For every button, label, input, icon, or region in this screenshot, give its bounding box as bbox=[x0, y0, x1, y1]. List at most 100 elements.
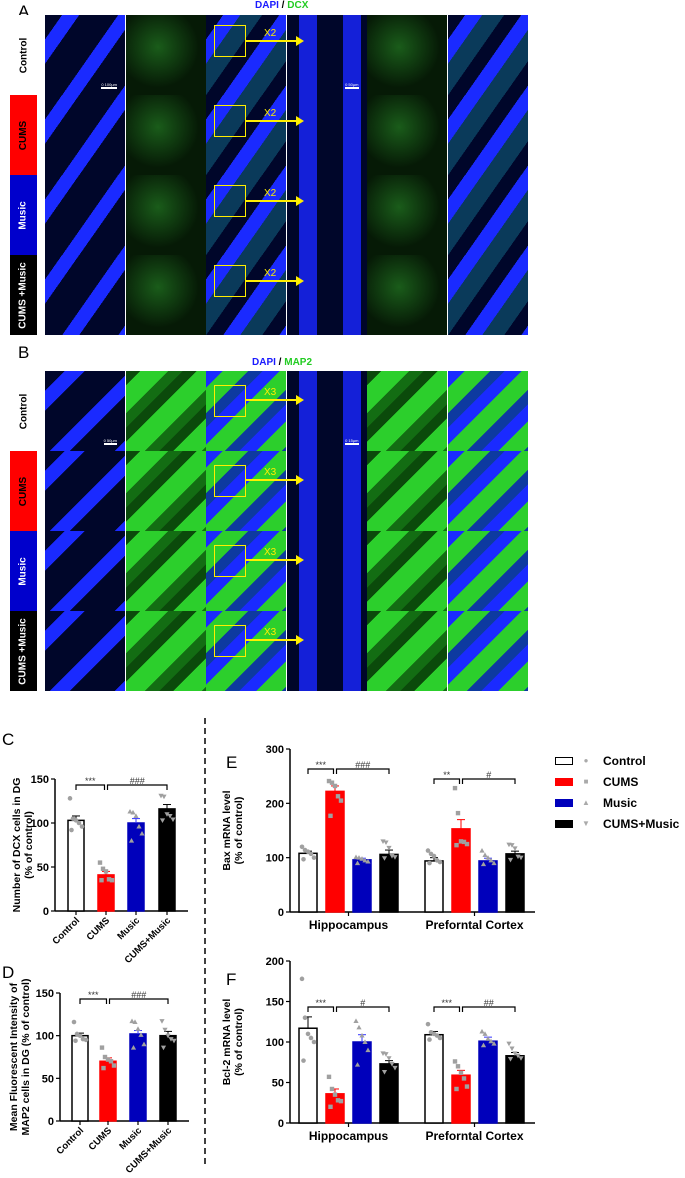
micrograph-merge-zoom-row1 bbox=[447, 95, 528, 175]
data-point bbox=[136, 823, 142, 829]
x-group-label: Preforntal Cortex bbox=[425, 1129, 523, 1143]
data-point bbox=[485, 855, 491, 860]
data-point bbox=[130, 809, 136, 815]
legend-label: Music bbox=[603, 795, 638, 810]
stain-dapi: DAPI bbox=[252, 357, 276, 368]
data-point bbox=[437, 859, 443, 865]
micrograph-stain-row0 bbox=[125, 15, 206, 95]
magnification-label: X2 bbox=[264, 268, 277, 279]
y-axis-label: Mean Fluorescent Intensity of bbox=[8, 982, 20, 1131]
micrograph-dapi-row3 bbox=[45, 611, 125, 691]
micrograph-dapi-zoom-row2 bbox=[286, 175, 367, 255]
row-label-1: CUMS bbox=[10, 95, 37, 175]
data-point bbox=[83, 1037, 89, 1043]
legend-swatch bbox=[555, 756, 573, 765]
data-point bbox=[491, 1041, 497, 1046]
significance-bracket bbox=[433, 1006, 461, 1012]
data-point bbox=[464, 841, 470, 847]
data-point bbox=[99, 878, 104, 883]
stain-sep: / bbox=[278, 0, 288, 11]
data-point bbox=[109, 878, 115, 883]
data-point bbox=[135, 1026, 141, 1031]
data-point bbox=[162, 1027, 168, 1033]
data-point bbox=[97, 860, 103, 865]
micrograph-dapi-zoom-row0: 0 50µm bbox=[286, 15, 367, 95]
data-point bbox=[365, 858, 371, 864]
data-point bbox=[452, 1059, 458, 1064]
zoom-arrow-icon bbox=[246, 555, 304, 565]
data-point bbox=[76, 820, 82, 826]
data-point bbox=[392, 1065, 398, 1071]
zoom-region-box bbox=[214, 25, 246, 57]
stain-sep: / bbox=[275, 357, 285, 368]
panel-e-preforntal-cortex-bar-cums-music bbox=[505, 853, 525, 913]
data-point bbox=[133, 813, 139, 818]
panel-c-bar-music bbox=[127, 822, 145, 912]
micrograph-stain-row1 bbox=[125, 95, 206, 175]
stain-dapi: DAPI bbox=[255, 0, 279, 11]
data-point bbox=[308, 851, 314, 857]
data-point bbox=[67, 796, 73, 801]
data-point bbox=[431, 853, 437, 859]
data-point bbox=[356, 855, 362, 860]
micrograph-merge-zoom-row0 bbox=[447, 15, 528, 95]
data-point bbox=[132, 1019, 138, 1025]
data-point bbox=[365, 1047, 371, 1053]
panel-b-letter: B bbox=[18, 343, 30, 362]
magnification-label: X3 bbox=[264, 627, 277, 638]
zoom-arrow-icon bbox=[246, 475, 304, 485]
data-point bbox=[386, 845, 392, 851]
data-point bbox=[389, 1061, 395, 1067]
data-point bbox=[165, 1033, 171, 1039]
panel-e-hippocampus-bar-cums-music bbox=[379, 853, 399, 913]
micrograph-dapi-zoom-row3 bbox=[286, 255, 367, 335]
data-point bbox=[461, 1076, 467, 1081]
legend-item-cums-music: ▼ CUMS+Music bbox=[555, 813, 679, 834]
y-tick-label: 0 bbox=[48, 1116, 54, 1128]
micrograph-stain-row1 bbox=[125, 451, 206, 531]
zoom-arrow-icon bbox=[246, 276, 304, 286]
data-point bbox=[491, 860, 497, 866]
data-point bbox=[455, 1064, 461, 1069]
y-tick-label: 300 bbox=[266, 744, 284, 756]
row-label-text: CUMS +Music bbox=[18, 261, 29, 329]
micrograph-merge-row3 bbox=[206, 255, 286, 335]
data-point bbox=[452, 785, 458, 791]
data-point bbox=[167, 813, 173, 819]
micrograph-merge-row1 bbox=[206, 451, 286, 531]
zoom-region-box bbox=[214, 465, 246, 497]
significance-bracket bbox=[108, 998, 169, 1004]
row-label-0: Control bbox=[10, 15, 37, 95]
data-point bbox=[73, 818, 79, 823]
legend-item-cums: ■ CUMS bbox=[555, 771, 679, 792]
micrograph-stain-row2 bbox=[125, 175, 206, 255]
data-point bbox=[362, 857, 368, 863]
data-point bbox=[353, 1018, 359, 1023]
data-point bbox=[160, 1045, 167, 1051]
data-point bbox=[425, 1021, 431, 1027]
zoom-arrow-icon bbox=[246, 196, 304, 206]
row-label-3: CUMS +Music bbox=[10, 611, 37, 691]
panel-e-preforntal-cortex-bar-music bbox=[478, 860, 498, 913]
x-tick-label: Music bbox=[115, 915, 142, 942]
panel-letter: E bbox=[226, 753, 237, 772]
data-point bbox=[77, 1033, 83, 1038]
zoom-region-box bbox=[214, 545, 246, 577]
panel-a-letter: A bbox=[18, 2, 30, 21]
micrograph-stain-zoom-row3 bbox=[367, 255, 447, 335]
data-point bbox=[326, 778, 332, 784]
data-point bbox=[332, 783, 338, 789]
micrograph-merge-row2 bbox=[206, 175, 286, 255]
significance-bracket bbox=[106, 784, 168, 790]
data-point bbox=[159, 818, 166, 823]
micrograph-stain-row3 bbox=[125, 611, 206, 691]
data-point bbox=[308, 1035, 314, 1041]
y-axis-label: Number of DCX cells in DG bbox=[11, 778, 23, 913]
data-point bbox=[141, 1041, 147, 1047]
panel-f-preforntal-cortex-bar-cums bbox=[451, 1074, 471, 1124]
panel-e-hippocampus-bar-cums bbox=[325, 790, 345, 913]
data-point bbox=[509, 1046, 515, 1052]
micrograph-dapi-row3 bbox=[45, 255, 125, 335]
data-point bbox=[425, 848, 431, 853]
